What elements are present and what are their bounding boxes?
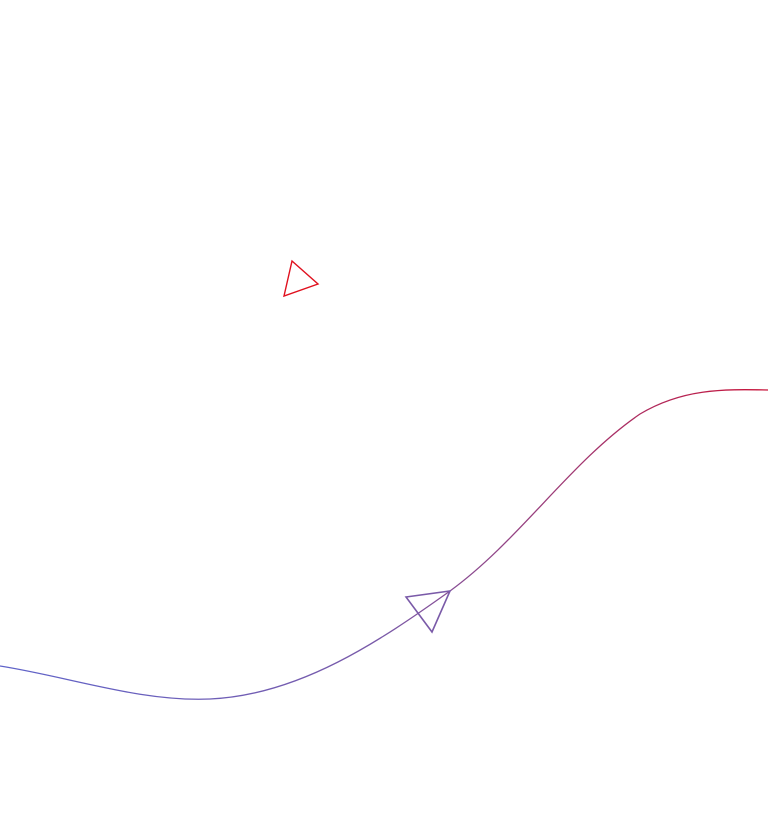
path-curve: [0, 389, 768, 700]
follower-triangle: [404, 590, 452, 634]
target-triangle: [283, 259, 320, 298]
